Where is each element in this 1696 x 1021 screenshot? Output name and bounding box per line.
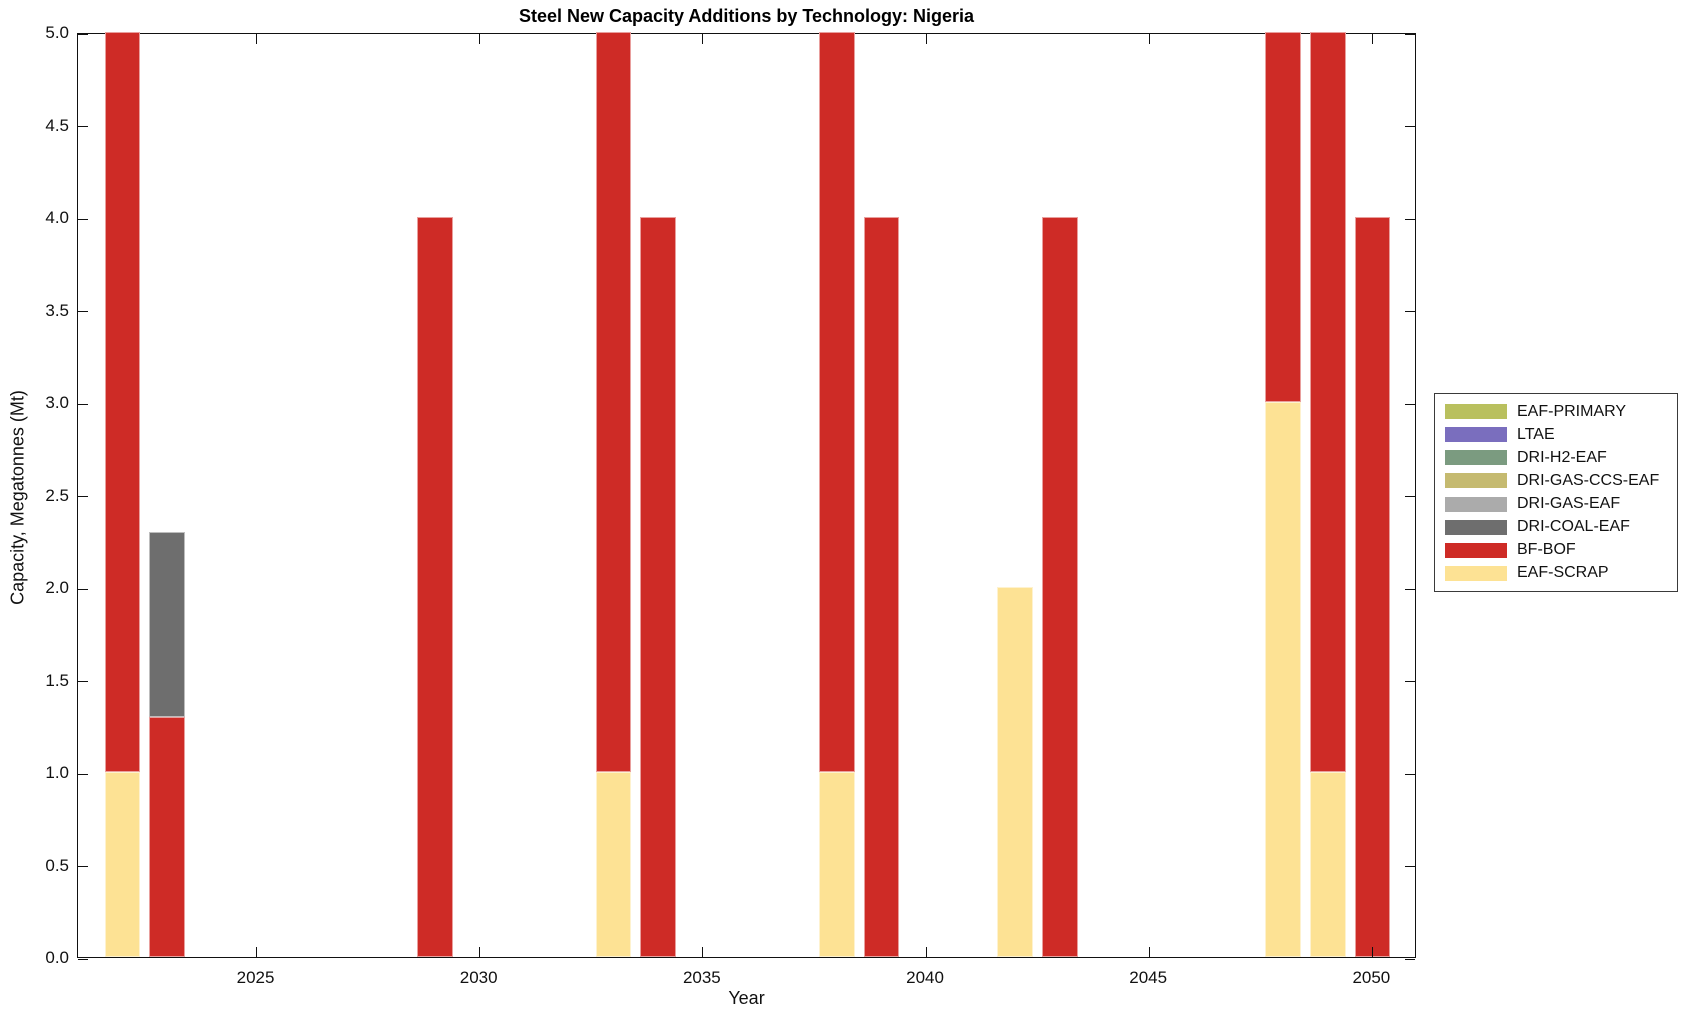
y-tick-right (1405, 126, 1415, 127)
x-tick-bottom (479, 947, 481, 957)
bar-segment-2038-bf-bof (818, 32, 855, 772)
bar-segment-2022-eaf-scrap (104, 772, 141, 957)
plot-area (77, 32, 1416, 960)
y-tick-right (1405, 311, 1415, 312)
y-tick-label: 2.0 (45, 578, 69, 597)
y-tick-left (78, 403, 88, 405)
y-tick-right (1405, 33, 1415, 35)
legend-entry-bf-bof: BF-BOF (1445, 541, 1667, 559)
bar-segment-2034-bf-bof (640, 217, 677, 957)
bar-segment-2023-dri-coal-eaf (149, 531, 186, 717)
x-tick-bottom (256, 947, 258, 957)
x-tick-top (479, 34, 481, 44)
bar-segment-2039-bf-bof (863, 217, 900, 957)
y-tick-label: 4.5 (45, 115, 69, 135)
legend-swatch-eaf-scrap (1445, 565, 1507, 581)
bar-segment-2022-bf-bof (104, 32, 141, 772)
bar-segment-2042-eaf-scrap (997, 587, 1034, 957)
x-tick-bottom (1371, 947, 1373, 957)
y-tick-left (78, 588, 88, 590)
x-tick-top (925, 34, 927, 44)
bar-segment-2033-eaf-scrap (595, 772, 632, 957)
y-tick-left (78, 681, 88, 682)
legend-entry-dri-h2-eaf: DRI-H2-EAF (1445, 449, 1667, 467)
x-tick-top (256, 34, 258, 44)
legend-entry-dri-coal-eaf: DRI-COAL-EAF (1445, 518, 1667, 536)
x-tick-top (1148, 34, 1150, 44)
x-axis-label: Year (728, 988, 765, 1008)
legend-swatch-dri-gas-eaf (1445, 496, 1507, 512)
y-tick-left (78, 958, 88, 960)
x-tick-bottom (702, 947, 704, 957)
legend-entry-eaf-scrap: EAF-SCRAP (1445, 564, 1667, 582)
y-tick-right (1405, 403, 1415, 405)
y-tick-right (1405, 958, 1415, 960)
x-tick-top (702, 34, 704, 44)
bar-segment-2038-eaf-scrap (818, 772, 855, 957)
y-tick-label: 1.0 (45, 763, 69, 782)
legend-label: EAF-PRIMARY (1517, 402, 1627, 420)
legend-swatch-bf-bof (1445, 542, 1507, 558)
x-tick-label: 2050 (1352, 968, 1391, 987)
y-tick-label: 5.0 (45, 23, 69, 42)
legend-swatch-ltae (1445, 427, 1507, 443)
y-tick-left (78, 218, 88, 220)
y-tick-label: 3.5 (45, 300, 69, 320)
x-tick-label: 2040 (906, 968, 944, 987)
bar-segment-2029-bf-bof (417, 217, 453, 957)
y-tick-right (1405, 681, 1415, 682)
y-tick-left (78, 496, 88, 497)
y-tick-left (78, 866, 88, 867)
legend-label: DRI-H2-EAF (1517, 448, 1607, 466)
legend-box: EAF-PRIMARY LTAE DRI-H2-EAF DRI-GAS-CCS-EAF… (1434, 393, 1678, 592)
legend-entry-dri-gas-eaf: DRI-GAS-EAF (1445, 495, 1667, 513)
legend-label: DRI-COAL-EAF (1517, 518, 1630, 536)
legend-entry-dri-gas-ccs-eaf: DRI-GAS-CCS-EAF (1445, 472, 1667, 490)
bar-segment-2033-bf-bof (595, 32, 632, 772)
bar-segment-2043-bf-bof (1042, 217, 1078, 957)
legend-label: LTAE (1517, 425, 1555, 443)
y-tick-left (78, 33, 88, 35)
x-tick-bottom (925, 947, 927, 957)
y-tick-right (1405, 866, 1415, 867)
y-tick-label: 0.5 (45, 855, 69, 875)
y-tick-label: 4.0 (45, 208, 69, 227)
bar-segment-2048-eaf-scrap (1265, 402, 1301, 957)
x-tick-label: 2045 (1129, 968, 1168, 987)
y-tick-left (78, 126, 88, 127)
legend-entry-ltae: LTAE (1445, 426, 1667, 444)
legend-label: EAF-SCRAP (1517, 564, 1609, 582)
y-tick-label: 2.5 (45, 485, 69, 505)
bar-segment-2048-bf-bof (1265, 32, 1301, 402)
y-tick-right (1405, 218, 1415, 220)
y-tick-label: 3.0 (45, 393, 69, 412)
y-tick-left (78, 773, 88, 775)
x-tick-label: 2025 (236, 968, 275, 987)
legend-label: DRI-GAS-CCS-EAF (1517, 471, 1660, 489)
bar-segment-2023-bf-bof (149, 716, 186, 957)
y-tick-right (1405, 773, 1415, 775)
y-tick-right (1405, 496, 1415, 497)
bar-segment-2049-bf-bof (1309, 32, 1346, 772)
x-tick-bottom (1148, 947, 1150, 957)
x-tick-label: 2035 (682, 968, 721, 987)
x-tick-top (1371, 34, 1373, 44)
legend-swatch-dri-coal-eaf (1445, 519, 1507, 535)
legend-swatch-dri-h2-eaf (1445, 450, 1507, 466)
y-tick-label: 1.5 (45, 670, 69, 690)
legend-swatch-eaf-primary (1445, 404, 1507, 420)
bar-segment-2049-eaf-scrap (1309, 772, 1346, 957)
y-tick-left (78, 311, 88, 312)
x-tick-label: 2030 (459, 968, 498, 987)
legend-swatch-dri-gas-ccs-eaf (1445, 473, 1507, 489)
chart-title: Steel New Capacity Additions by Technolo… (518, 6, 975, 26)
bar-segment-2050-bf-bof (1354, 217, 1391, 957)
y-tick-label: 0.0 (45, 948, 69, 967)
legend-label: BF-BOF (1517, 541, 1576, 559)
legend-label: DRI-GAS-EAF (1517, 495, 1621, 513)
legend-entry-eaf-primary: EAF-PRIMARY (1445, 403, 1667, 421)
y-tick-right (1405, 588, 1415, 590)
